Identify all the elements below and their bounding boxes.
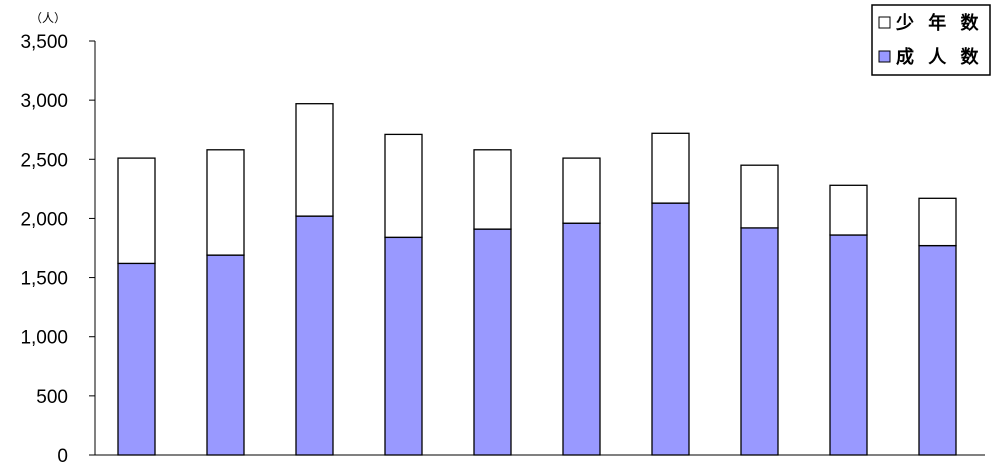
legend-box	[871, 4, 991, 76]
y-tick-label: 1,500	[20, 269, 68, 290]
legend-swatch-adult	[878, 50, 891, 63]
bar-adult	[829, 234, 868, 456]
bar-youth	[384, 133, 423, 238]
bar-adult	[918, 244, 957, 456]
bar-adult	[117, 262, 156, 456]
bar-adult	[651, 202, 690, 456]
y-tick-label: 3,500	[20, 32, 68, 53]
legend-label-adult: 成 人 数	[896, 46, 983, 68]
y-tick-label: 3,000	[20, 91, 68, 112]
bar-youth	[562, 157, 601, 224]
y-tick-label: 500	[36, 387, 68, 408]
bar-adult	[562, 222, 601, 456]
bar-adult	[206, 254, 245, 456]
y-tick-label: 1,000	[20, 328, 68, 349]
y-tick-label: 2,500	[20, 150, 68, 171]
bar-youth	[295, 103, 334, 217]
legend: 少 年 数 成 人 数	[871, 4, 991, 76]
bar-youth	[473, 149, 512, 230]
bar-adult	[473, 228, 512, 456]
bar-adult	[295, 215, 334, 456]
bar-adult	[740, 227, 779, 456]
bar-youth	[740, 164, 779, 229]
bar-youth	[651, 132, 690, 204]
y-tick-label: 0	[57, 446, 68, 463]
bar-youth	[918, 197, 957, 247]
y-unit-label: （人）	[30, 11, 66, 25]
legend-label-youth: 少 年 数	[895, 12, 983, 34]
bar-youth	[206, 149, 245, 256]
bars	[117, 103, 957, 456]
bar-adult	[384, 236, 423, 456]
bar-youth	[117, 157, 156, 265]
y-tick-label: 2,000	[20, 209, 68, 230]
y-axis: 0 500 1,000 1,500 2,000 2,500 3,000 3,500	[20, 32, 96, 463]
legend-swatch-youth	[878, 16, 891, 29]
bar-youth	[829, 184, 868, 236]
